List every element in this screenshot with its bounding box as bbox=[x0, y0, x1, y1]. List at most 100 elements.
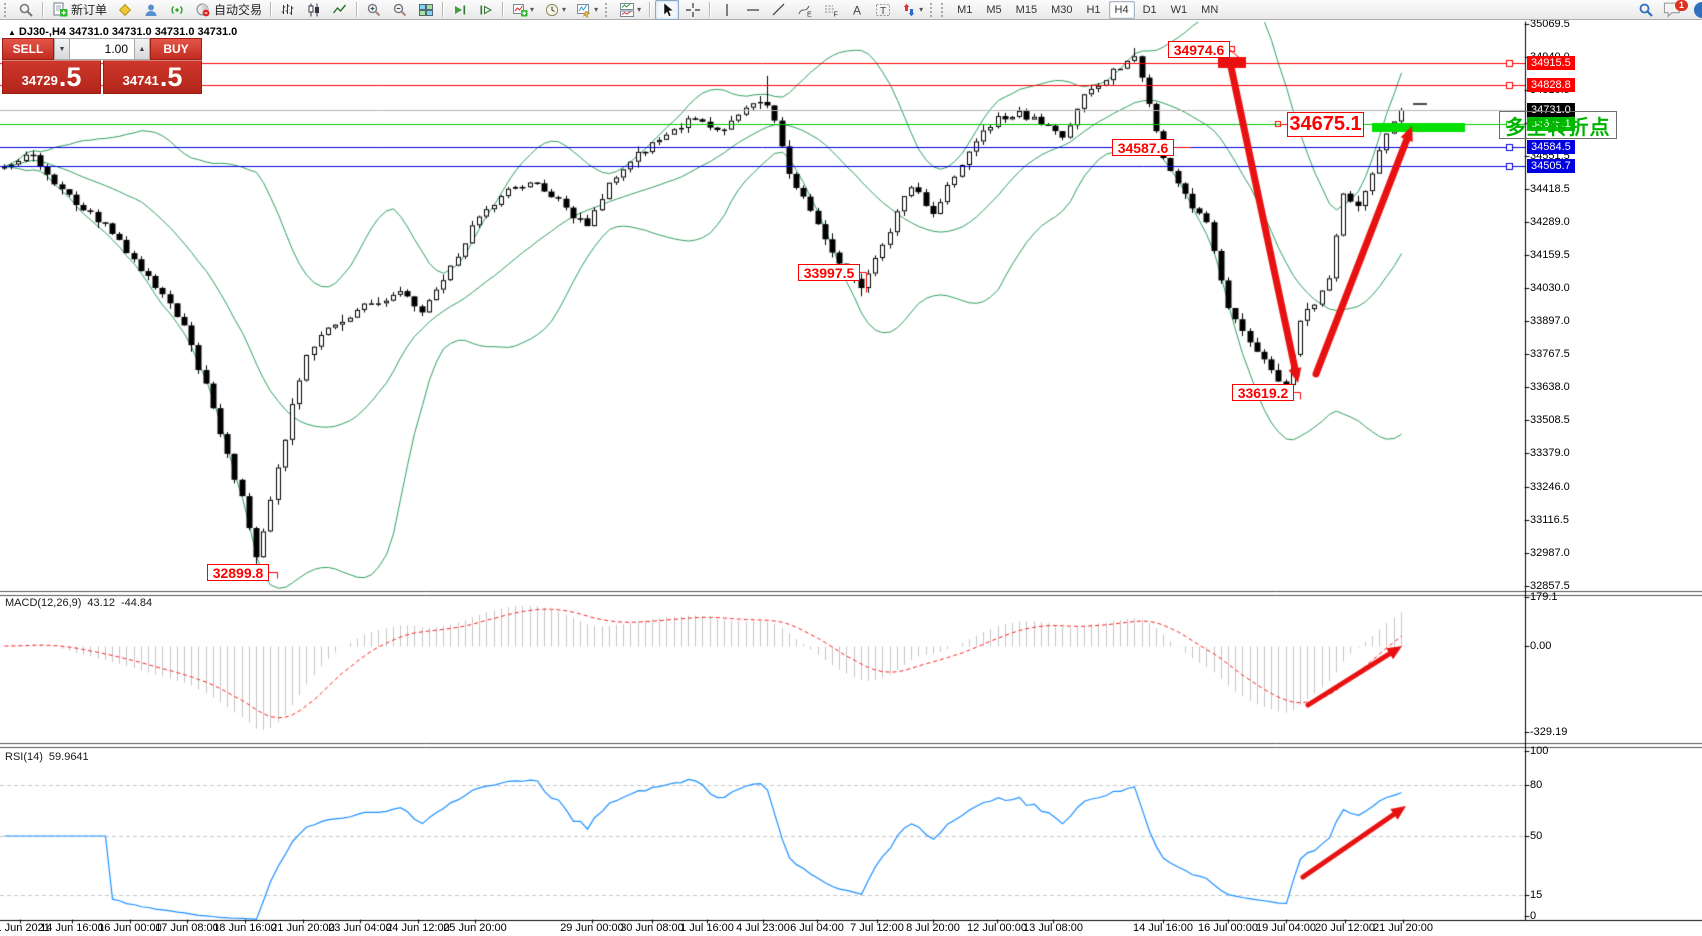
volume-input[interactable] bbox=[70, 38, 134, 60]
one-click-trading-panel: SELL ▼ ▲ BUY 34729.5 34741.5 bbox=[2, 38, 202, 94]
timeframe-button-m5[interactable]: M5 bbox=[986, 3, 1002, 16]
status-dot-icon bbox=[1694, 1, 1702, 18]
toolbar-button-zoom-in[interactable] bbox=[362, 0, 386, 20]
price-tag: 34584.5 bbox=[1527, 140, 1575, 154]
time-axis-label: 11 Jun 2021 bbox=[0, 922, 50, 934]
dropdown-arrow-icon: ▾ bbox=[594, 5, 599, 14]
toolbar-button-clock[interactable]: ▾ bbox=[540, 0, 570, 20]
main-toolbar: 新订单 自动交易 ▾ ▾ ▾ ▾ E F A T ▾ M1 M5 M15 M30 H1 H4 D1 W1 MN 1 bbox=[0, 0, 1702, 20]
volume-increase-button[interactable]: ▲ bbox=[134, 38, 150, 60]
toolbar-button-bars[interactable] bbox=[276, 0, 300, 20]
bars-icon bbox=[280, 2, 296, 18]
macd-value-signal: -44.84 bbox=[120, 597, 153, 609]
time-axis-label: 7 Jul 12:00 bbox=[850, 922, 904, 934]
timeframe-button-d1[interactable]: D1 bbox=[1142, 3, 1157, 16]
timeframe-button-m1[interactable]: M1 bbox=[957, 3, 973, 16]
dropdown-arrow-icon: ▾ bbox=[562, 5, 567, 14]
svg-text:E: E bbox=[807, 11, 812, 18]
toolbar-button-autoscroll[interactable] bbox=[448, 0, 472, 20]
toolbar-button-crosshair[interactable] bbox=[681, 0, 705, 20]
price-axis-label: 33508.5 bbox=[1530, 414, 1570, 426]
toolbar-button-tline[interactable] bbox=[767, 0, 791, 20]
turning-point-annotation[interactable]: 多空转折点 bbox=[1499, 111, 1617, 139]
hline-icon bbox=[745, 2, 761, 18]
annotation-price-label[interactable]: 34587.6 bbox=[1112, 139, 1174, 156]
annotation-price-label[interactable]: 34974.6 bbox=[1168, 41, 1230, 58]
macd-indicator-label: MACD(12,26,9) 43.12 -44.84 bbox=[5, 597, 158, 609]
shapes-icon bbox=[901, 2, 917, 18]
price-axis-label: 33379.0 bbox=[1530, 447, 1570, 459]
macd-axis-label: 179.1 bbox=[1530, 591, 1558, 603]
toolbar-button-autotrade[interactable]: 自动交易 bbox=[191, 0, 266, 20]
macd-name: MACD(12,26,9) bbox=[5, 597, 82, 609]
text-a-icon: A bbox=[849, 2, 865, 18]
time-axis-label: 20 Jul 12:00 bbox=[1315, 922, 1375, 934]
buy-price-button[interactable]: 34741.5 bbox=[103, 60, 202, 94]
toolbar-button-cursor[interactable] bbox=[655, 0, 680, 20]
toolbar-button-shift[interactable] bbox=[474, 0, 498, 20]
time-axis-label: 14 Jul 16:00 bbox=[1133, 922, 1193, 934]
timeframe-button-m30[interactable]: M30 bbox=[1051, 3, 1073, 16]
timeframe-button-h1[interactable]: H1 bbox=[1086, 3, 1101, 16]
tiles-icon bbox=[418, 2, 434, 18]
timeframe-button-m15[interactable]: M15 bbox=[1015, 3, 1038, 16]
volume-decrease-button[interactable]: ▼ bbox=[54, 38, 70, 60]
time-axis-label: 24 Jun 12:00 bbox=[386, 922, 450, 934]
toolbar-button-text-a[interactable]: A bbox=[845, 0, 869, 20]
toolbar-button-profile[interactable] bbox=[139, 0, 163, 20]
sell-price-button[interactable]: 34729.5 bbox=[2, 60, 101, 94]
timeframe-button-mn[interactable]: MN bbox=[1201, 3, 1219, 16]
annotation-price-label[interactable]: 34675.1 bbox=[1287, 112, 1364, 137]
price-axis-label: 35069.5 bbox=[1530, 18, 1570, 30]
shift-icon bbox=[478, 2, 494, 18]
tline-icon bbox=[771, 2, 787, 18]
toolbar-button-shapes[interactable]: ▾ bbox=[897, 0, 927, 20]
time-axis-label: 21 Jul 20:00 bbox=[1373, 922, 1433, 934]
toolbar-button-text-label[interactable]: T bbox=[871, 0, 895, 20]
toolbar-button-ind-add[interactable]: ▾ bbox=[508, 0, 538, 20]
time-axis-label: 14 Jun 16:00 bbox=[40, 922, 104, 934]
toolbar-separator bbox=[442, 2, 445, 17]
macd-axis-label: -329.19 bbox=[1530, 726, 1568, 738]
annotation-price-label[interactable]: 33997.5 bbox=[798, 264, 860, 281]
toolbar-button-hline[interactable] bbox=[741, 0, 765, 20]
toolbar-button-candles[interactable] bbox=[302, 0, 326, 20]
toolbar-button-zoom-out[interactable] bbox=[388, 0, 412, 20]
toolbar-button-template[interactable]: ▾ bbox=[572, 0, 602, 20]
cube-icon bbox=[117, 2, 133, 18]
toolbar-button-cube[interactable] bbox=[113, 0, 137, 20]
rsi-axis-label: 0 bbox=[1530, 910, 1537, 922]
timeframe-button-w1[interactable]: W1 bbox=[1170, 3, 1188, 16]
toolbar-button-new-order[interactable]: 新订单 bbox=[48, 0, 111, 20]
toolbar-button-ind-window[interactable]: ▾ bbox=[615, 0, 645, 20]
chat-button[interactable]: 1 bbox=[1662, 0, 1688, 18]
time-axis-label: 8 Jul 20:00 bbox=[906, 922, 960, 934]
annotation-price-label[interactable]: 33619.2 bbox=[1232, 384, 1294, 401]
toolbar-button-label: 自动交易 bbox=[214, 3, 263, 17]
symbol-marker-icon: ▲ bbox=[8, 28, 16, 37]
toolbar-button-fibo-f[interactable]: F bbox=[819, 0, 843, 20]
sell-button[interactable]: SELL bbox=[2, 38, 54, 60]
timeframe-button-h4[interactable]: H4 bbox=[1108, 0, 1135, 19]
notification-badge: 1 bbox=[1674, 0, 1688, 11]
toolbar-button-tiles[interactable] bbox=[414, 0, 438, 20]
time-axis-label: 18 Jun 16:00 bbox=[213, 922, 277, 934]
search-icon[interactable] bbox=[1638, 2, 1654, 18]
clock-icon bbox=[544, 2, 560, 18]
toolbar-button-signal[interactable] bbox=[165, 0, 189, 20]
toolbar-button-fibo-e[interactable]: E bbox=[793, 0, 817, 20]
toolbar-button-linechart[interactable] bbox=[328, 0, 352, 20]
svg-text:F: F bbox=[834, 11, 838, 18]
zoom-out-icon bbox=[392, 2, 408, 18]
price-tag: 34675.1 bbox=[1527, 117, 1575, 131]
rsi-value: 59.9641 bbox=[48, 751, 89, 763]
toolbar-grip bbox=[605, 2, 610, 17]
toolbar-button-vline[interactable] bbox=[715, 0, 739, 20]
toolbar-button-chart-loupe[interactable] bbox=[14, 0, 38, 20]
buy-button[interactable]: BUY bbox=[150, 38, 202, 60]
time-axis-label: 30 Jun 08:00 bbox=[620, 922, 684, 934]
annotation-price-label[interactable]: 32899.8 bbox=[207, 564, 269, 581]
toolbar-separator bbox=[709, 2, 712, 17]
